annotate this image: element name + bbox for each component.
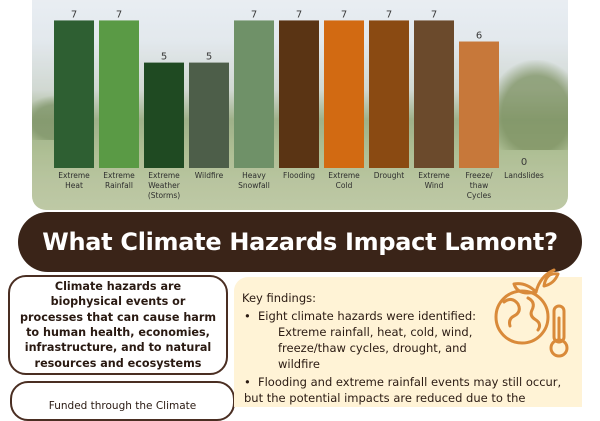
- category-label-1: Extreme Rainfall: [103, 171, 135, 190]
- data-label-2: 5: [161, 52, 167, 63]
- category-label-10: Landslides: [504, 171, 544, 180]
- category-line: Rainfall: [105, 181, 133, 190]
- category-line: Extreme: [148, 171, 180, 180]
- bar-0: [54, 20, 94, 168]
- data-label-4: 7: [251, 9, 257, 20]
- category-label-4: Heavy Snowfall: [238, 171, 270, 190]
- category-line: (Storms): [148, 191, 180, 200]
- category-line: Cold: [336, 181, 353, 190]
- category-line: Flooding: [283, 171, 315, 180]
- data-label-6: 7: [341, 9, 347, 20]
- category-line: Freeze/: [466, 171, 493, 180]
- category-line: Wind: [425, 181, 444, 190]
- category-line: Cycles: [467, 191, 491, 200]
- data-label-8: 7: [431, 9, 437, 20]
- bar-8: [414, 20, 454, 168]
- category-label-0: Extreme Heat: [58, 171, 90, 190]
- category-line: Landslides: [504, 171, 544, 180]
- category-line: thaw: [470, 181, 488, 190]
- title-banner: What Climate Hazards Impact Lamont?: [18, 212, 582, 272]
- bar-3: [189, 62, 229, 169]
- category-label-6: Extreme Cold: [328, 171, 360, 190]
- key-findings-label: Key findings:: [242, 291, 316, 305]
- category-label-9: Freeze/thaw Cycles: [466, 171, 493, 200]
- bullet-2: •: [244, 375, 251, 389]
- bar-9: [459, 41, 499, 168]
- funding-box: Funded through the Climate: [10, 381, 235, 421]
- data-label-3: 5: [206, 52, 212, 63]
- tree-line-right: [488, 60, 568, 150]
- data-label-9: 6: [476, 31, 482, 42]
- category-label-7: Drought: [374, 171, 405, 180]
- category-line: Wildfire: [195, 171, 224, 180]
- data-label-10: 0: [521, 157, 527, 168]
- bar-4: [234, 20, 274, 168]
- category-line: Drought: [374, 171, 405, 180]
- data-label-7: 7: [386, 9, 392, 20]
- definition-box: Climate hazards are biophysical events o…: [8, 275, 228, 375]
- category-line: Heat: [65, 181, 83, 190]
- bar-1: [99, 20, 139, 168]
- category-line: Heavy: [242, 171, 266, 180]
- category-line: Snowfall: [238, 181, 270, 190]
- bar-6: [324, 20, 364, 168]
- funding-text: Funded through the Climate: [48, 400, 197, 412]
- finding-1: • Eight climate hazards were identified:: [244, 309, 476, 323]
- finding-1-text: Eight climate hazards were identified:: [258, 309, 477, 323]
- finding-1-detail: Extreme rainfall, heat, cold, wind, free…: [278, 325, 473, 371]
- data-label-1: 7: [116, 9, 122, 20]
- globe-thermometer-icon: [494, 268, 569, 358]
- bullet-1: •: [244, 309, 251, 323]
- data-label-5: 7: [296, 9, 302, 20]
- category-line: Extreme: [58, 171, 90, 180]
- page-title: What Climate Hazards Impact Lamont?: [42, 228, 558, 256]
- bar-7: [369, 20, 409, 168]
- category-line: Extreme: [328, 171, 360, 180]
- category-label-5: Flooding: [283, 171, 315, 180]
- category-label-2: Extreme Weather (Storms): [148, 171, 181, 200]
- data-label-0: 7: [71, 9, 77, 20]
- bar-2: [144, 62, 184, 169]
- bar-5: [279, 20, 319, 168]
- category-line: Extreme: [418, 171, 450, 180]
- finding-2-text: Flooding and extreme rainfall events may…: [244, 375, 562, 405]
- definition-text: Climate hazards are biophysical events o…: [20, 279, 217, 370]
- finding-2: • Flooding and extreme rainfall events ma…: [244, 375, 574, 407]
- category-label-8: Extreme Wind: [418, 171, 450, 190]
- category-line: Extreme: [103, 171, 135, 180]
- category-line: Weather: [148, 181, 180, 190]
- category-label-3: Wildfire: [195, 171, 224, 180]
